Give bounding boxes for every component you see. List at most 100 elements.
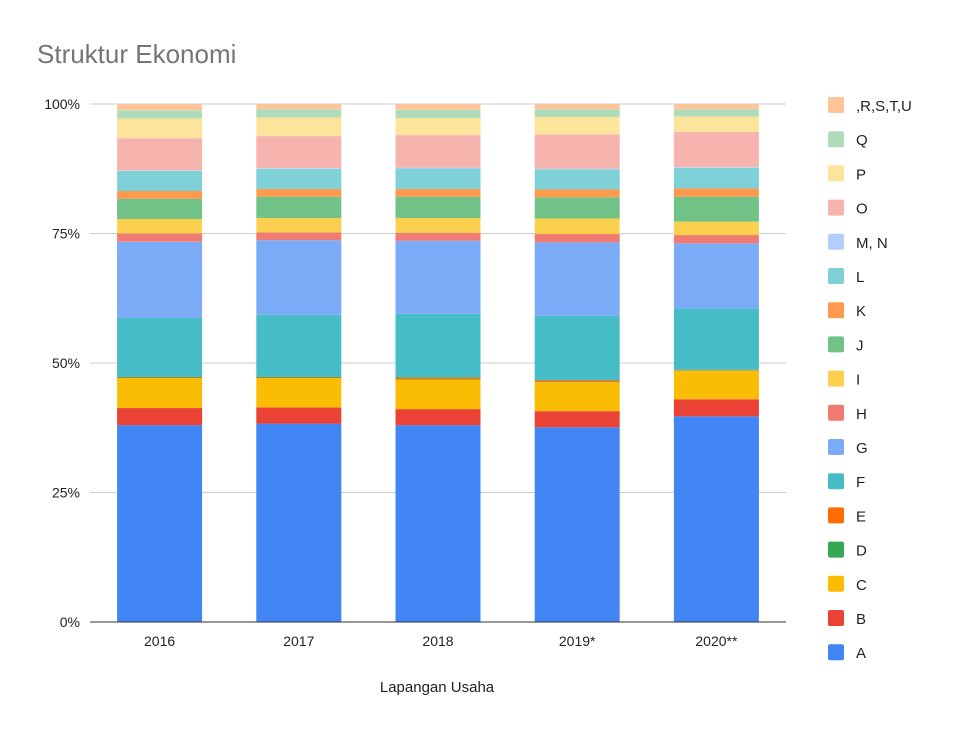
legend-label: M, N xyxy=(856,235,888,252)
bar-segment-f xyxy=(256,314,342,377)
bar-segment-rstu xyxy=(117,104,203,111)
bar-segment-f xyxy=(673,308,759,370)
bar-segment-p xyxy=(534,116,620,135)
bar-segment-a xyxy=(395,425,481,622)
bar-segment-k xyxy=(256,188,342,197)
bar-segment-q xyxy=(534,109,620,117)
legend-swatch xyxy=(828,131,844,148)
bar-segment-j xyxy=(395,196,481,218)
bar-segment-c xyxy=(395,379,481,410)
legend-swatch xyxy=(828,268,844,284)
bar-segment-k xyxy=(534,189,620,198)
legend-label: D xyxy=(856,543,867,560)
legend-swatch xyxy=(828,507,844,524)
y-tick-label: 50% xyxy=(52,355,80,371)
bar-segment-g xyxy=(395,240,481,314)
x-tick-label: 2020** xyxy=(695,633,738,649)
legend-swatch xyxy=(828,541,844,558)
y-tick-label: 0% xyxy=(60,614,80,630)
bar-segment-h xyxy=(395,232,481,241)
legend-label: E xyxy=(856,508,866,525)
bar-segment-k xyxy=(395,188,481,197)
chart-title: Struktur Ekonomi xyxy=(37,39,236,69)
bar-segment-e xyxy=(534,380,620,382)
legend-label: O xyxy=(856,201,868,218)
bar-segment-j xyxy=(673,196,759,222)
bar-segment-d xyxy=(117,377,203,379)
legend-label: F xyxy=(856,474,865,491)
bar-segment-l xyxy=(395,168,481,189)
legend-swatch xyxy=(828,370,844,387)
bar-segment-j xyxy=(117,198,203,219)
bar-segment-q xyxy=(395,109,481,118)
legend-swatch xyxy=(828,233,844,250)
y-tick-labels: 0% 25% 50% 75% 100% xyxy=(44,96,80,630)
bar-segment-o xyxy=(256,136,342,169)
bar-segment-g xyxy=(256,240,342,315)
bar-segment-d xyxy=(534,381,620,383)
bar-segment-l xyxy=(534,169,620,190)
bar-segment-a xyxy=(117,425,203,622)
bar-segment-j xyxy=(256,196,342,218)
bar-segment-e xyxy=(117,376,203,378)
bar-segment-k xyxy=(117,191,203,199)
x-axis-label: Lapangan Usaha xyxy=(380,679,495,696)
bar-segment-mn xyxy=(534,168,620,170)
legend-label: ,R,S,T,U xyxy=(856,98,912,115)
bar-segment-p xyxy=(117,118,203,139)
legend-label: G xyxy=(856,440,868,457)
x-tick-label: 2016 xyxy=(144,633,175,649)
legend-swatch xyxy=(828,97,844,113)
bar-segment-a xyxy=(673,416,759,622)
bar-segment-mn xyxy=(256,168,342,169)
bar-segment-p xyxy=(673,116,759,132)
bar-segment-o xyxy=(395,135,481,168)
legend-label: Q xyxy=(856,132,868,149)
legend-swatch xyxy=(828,610,844,626)
bar-segment-e xyxy=(256,376,342,378)
bar-segment-i xyxy=(395,217,481,233)
bar-segment-f xyxy=(395,313,481,378)
bar-segment-i xyxy=(534,218,620,235)
bar-segment-f xyxy=(534,315,620,381)
bar-segment-p xyxy=(256,117,342,137)
bar-segment-g xyxy=(117,241,203,318)
bar-segment-c xyxy=(256,378,342,408)
bar-segment-a xyxy=(256,423,342,622)
x-tick-label: 2019* xyxy=(559,633,596,649)
bar-segment-l xyxy=(256,168,342,189)
bars xyxy=(117,104,759,622)
bar-segment-i xyxy=(256,217,342,233)
legend-swatch xyxy=(828,336,844,353)
bar-segment-o xyxy=(117,138,203,171)
bar-segment-j xyxy=(534,197,620,219)
bar-segment-e xyxy=(673,369,759,371)
legend-swatch xyxy=(828,302,844,319)
legend-label: B xyxy=(856,611,866,628)
legend-swatch xyxy=(828,473,844,490)
legend-label: P xyxy=(856,166,866,183)
legend-label: H xyxy=(856,406,867,423)
bar-segment-b xyxy=(673,399,759,417)
legend-swatch xyxy=(828,199,844,216)
legend-label: K xyxy=(856,303,866,320)
bar-segment-e xyxy=(395,377,481,380)
bar-segment-rstu xyxy=(256,104,342,110)
legend-swatch xyxy=(828,165,844,182)
bar-segment-i xyxy=(117,218,203,234)
bar-segment-b xyxy=(117,408,203,426)
bar-segment-a xyxy=(534,427,620,622)
bar-segment-d xyxy=(673,370,759,371)
x-tick-label: 2017 xyxy=(283,633,314,649)
bar-segment-rstu xyxy=(673,104,759,110)
y-tick-label: 100% xyxy=(44,96,80,112)
bar-segment-g xyxy=(673,243,759,309)
legend-label: C xyxy=(856,577,867,594)
bar-segment-q xyxy=(673,109,759,117)
bar-segment-l xyxy=(673,167,759,189)
bar-segment-rstu xyxy=(395,104,481,110)
bar-segment-mn xyxy=(395,167,481,169)
bar-segment-f xyxy=(117,317,203,377)
bar-segment-l xyxy=(117,170,203,192)
